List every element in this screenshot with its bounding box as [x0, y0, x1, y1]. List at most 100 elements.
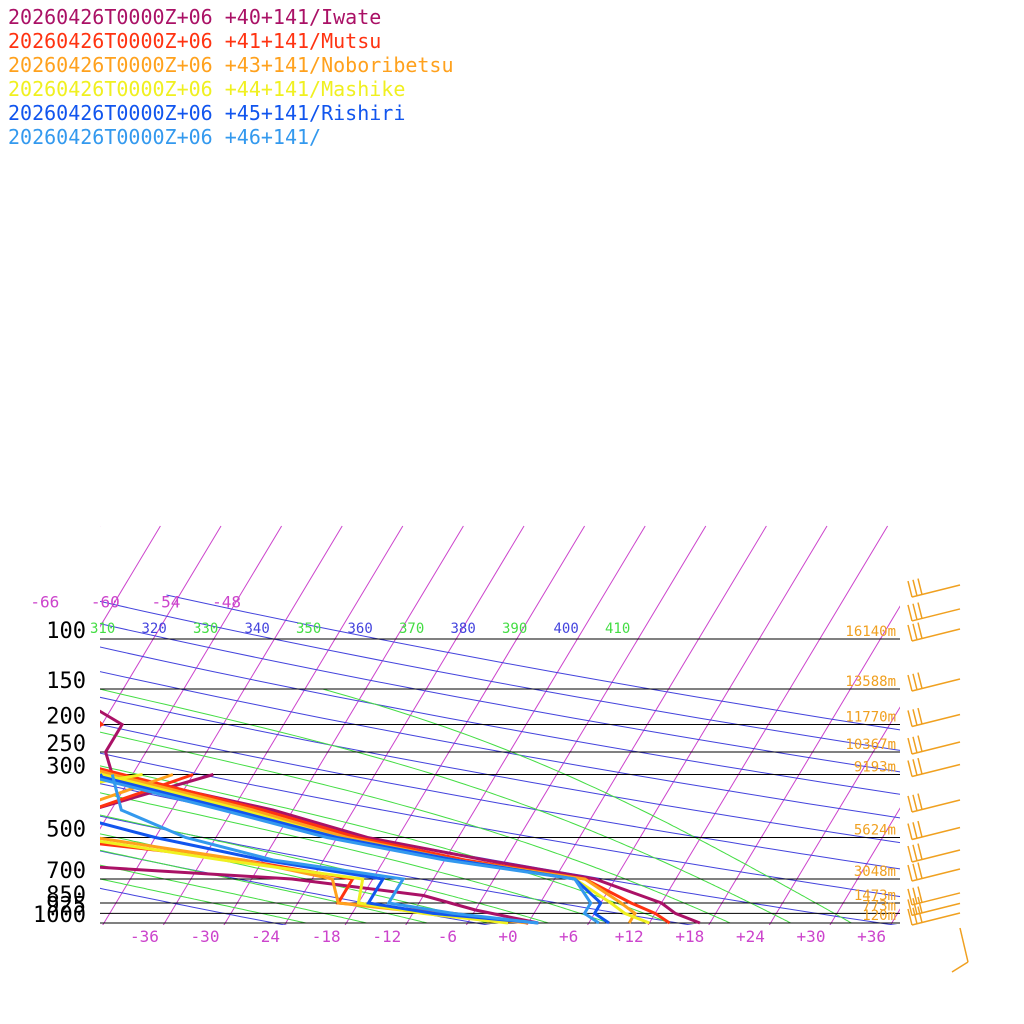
moist-adiabat-line	[100, 688, 792, 924]
isotherm-line	[100, 525, 283, 830]
height-label: 13588m	[845, 674, 896, 690]
pressure-label: 500	[46, 818, 86, 843]
theta-label: 320	[142, 621, 167, 637]
pressure-label: 150	[46, 669, 86, 694]
wind-barb	[907, 843, 961, 863]
theta-label: 400	[554, 621, 579, 637]
isotherm-line	[945, 526, 1024, 935]
dewpoint-trace	[100, 773, 539, 925]
theta-label: 350	[296, 621, 321, 637]
isotherm-line	[889, 908, 900, 925]
pressure-label: 925	[46, 893, 86, 918]
legend-entry: 20260426T0000Z+06 +45+141/Rishiri	[8, 101, 405, 125]
isotherm-line	[100, 525, 222, 729]
isotherm-line	[100, 525, 161, 628]
temperature-tick-label: -36	[130, 927, 159, 946]
isotherm-line	[647, 525, 889, 925]
temperature-tick-label: -18	[312, 927, 341, 946]
dry-adiabat-line	[100, 723, 900, 870]
moist-adiabat-line	[100, 792, 610, 924]
theta-label: 360	[348, 621, 373, 637]
isotherm-line	[586, 525, 828, 925]
temperature-tick-label: -6	[438, 927, 457, 946]
wind-barb	[907, 862, 961, 882]
theta-label: 390	[502, 621, 527, 637]
moist-adiabat-line	[100, 731, 731, 924]
moist-adiabat-line	[100, 864, 367, 924]
isobar-lines	[100, 638, 900, 924]
temperature-trace	[100, 720, 671, 925]
wind-barb	[907, 793, 961, 813]
temperature-tick-label: -24	[251, 927, 280, 946]
moist-adiabat-line	[322, 688, 852, 924]
height-label: 5624m	[854, 823, 896, 839]
theta-label: 340	[245, 621, 270, 637]
pressure-label: 1000	[33, 903, 86, 928]
moist-adiabat-line	[100, 878, 307, 924]
height-label: 3048m	[854, 864, 896, 880]
pressure-label: 100	[46, 619, 86, 644]
upper-isotherm-label: -48	[212, 592, 241, 611]
wind-barb	[951, 927, 969, 973]
temperature-tick-labels: -36 -30 -24 -18 -12 -6 +0 +6 +12 +18 +24 +30 +36	[130, 927, 886, 946]
isotherm-line	[465, 525, 707, 925]
isotherm-line	[223, 525, 464, 925]
isotherm-line	[102, 525, 343, 925]
isotherm-line	[162, 525, 404, 925]
wind-barbs	[907, 578, 969, 973]
moist-adiabat-lines	[100, 688, 852, 924]
upper-isotherm-label: -54	[152, 592, 181, 611]
temperature-tick-label: +30	[797, 927, 826, 946]
dry-adiabat-line	[100, 696, 900, 844]
dry-adiabat-line	[100, 646, 900, 795]
temperature-tick-label: -30	[191, 927, 220, 946]
temperature-trace	[100, 774, 610, 925]
height-label: 120m	[862, 908, 896, 924]
upper-isotherm-labels: -66 -60 -54 -48	[30, 592, 241, 611]
height-label: 11770m	[845, 709, 896, 725]
temperature-trace	[100, 777, 600, 925]
legend-entry: 20260426T0000Z+06 +40+141/Iwate	[8, 5, 381, 29]
upper-isotherm-label: -66	[30, 592, 59, 611]
height-label: 10367m	[845, 737, 896, 753]
height-label: 1473m	[854, 888, 896, 904]
dry-adiabat-line	[100, 600, 900, 751]
wind-barb	[907, 906, 961, 926]
dry-adiabat-line	[100, 887, 288, 925]
height-label: 16140m	[845, 624, 896, 640]
wind-barb	[907, 820, 961, 841]
temperature-tick-label: +24	[736, 927, 765, 946]
temperature-trace	[100, 769, 637, 924]
height-label: 9193m	[854, 760, 896, 776]
temperature-tick-label: +18	[675, 927, 704, 946]
isotherm-line	[0, 526, 39, 935]
dry-adiabat-line	[100, 623, 900, 773]
dewpoint-trace	[100, 773, 509, 925]
temperature-tick-label: +6	[559, 927, 578, 946]
legend-entry: 20260426T0000Z+06 +46+141/	[8, 125, 321, 149]
wind-barb	[907, 886, 961, 906]
pressure-label: 250	[46, 732, 86, 757]
theta-label: 330	[193, 621, 218, 637]
isotherm-line	[1006, 526, 1024, 935]
dewpoint-trace	[100, 773, 539, 925]
wind-barb	[907, 757, 961, 778]
theta-labels: 310 320 330 340 350 360 370 380 390 400 410	[90, 621, 630, 637]
theta-label: 380	[451, 621, 476, 637]
temperature-tick-label: -12	[372, 927, 401, 946]
legend-entry: 20260426T0000Z+06 +41+141/Mutsu	[8, 29, 381, 53]
wind-barb	[907, 707, 961, 728]
legend: 20260426T0000Z+06 +40+141/Iwate20260426T…	[8, 5, 454, 149]
theta-label: 310	[90, 621, 115, 637]
isotherm-line	[768, 706, 900, 925]
legend-entry: 20260426T0000Z+06 +43+141/Noboribetsu	[8, 53, 454, 77]
dry-adiabat-line	[100, 752, 900, 898]
dry-adiabat-line	[100, 671, 900, 819]
temperature-trace	[100, 709, 701, 925]
wind-barb	[907, 672, 961, 692]
upper-isotherm-label: -60	[91, 592, 120, 611]
temperature-tick-label: +0	[498, 927, 517, 946]
moist-adiabat-line	[100, 814, 549, 924]
